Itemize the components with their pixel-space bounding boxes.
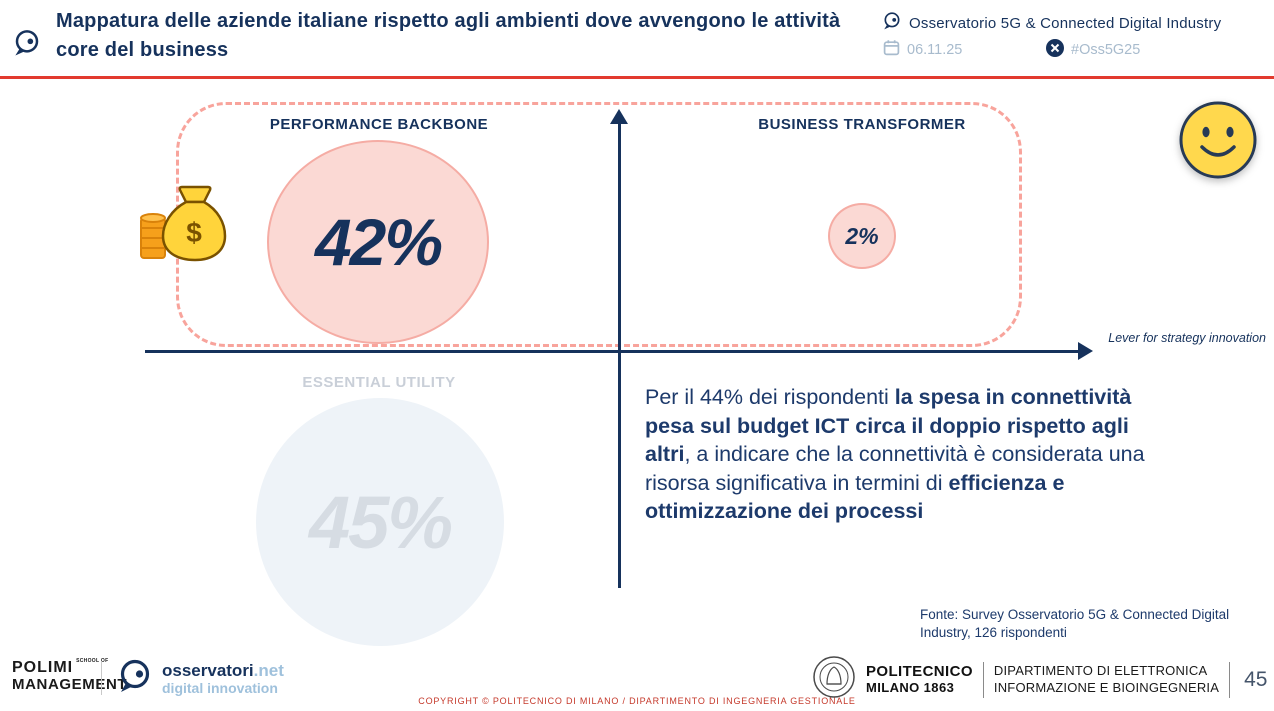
calendar-icon	[883, 39, 900, 60]
department-line1: DIPARTIMENTO DI ELETTRONICA	[993, 662, 1208, 678]
page-number: 45	[1244, 667, 1268, 691]
insight-bold-text: efficienza e ottimizzazione dei processi	[645, 470, 1065, 524]
horizontal-axis	[145, 350, 1079, 353]
bubble-business-transformer: 2%	[828, 203, 896, 269]
observatory-logo-icon	[12, 28, 42, 58]
money-bag-icon: $	[139, 180, 227, 269]
quadrant-label-performance-backbone: PERFORMANCE BACKBONE	[269, 116, 489, 133]
header-divider	[0, 76, 1274, 79]
x-social-icon	[1046, 39, 1064, 61]
slide-title: Mappatura delle aziende italiane rispett…	[56, 10, 841, 61]
osservatori-bubble-icon	[117, 658, 153, 699]
department-line2: INFORMAZIONE E BIOINGEGNERIA	[993, 679, 1220, 695]
copyright-notice: COPYRIGHT © POLITECNICO DI MILANO / DIPA…	[418, 696, 856, 706]
observatory-brand: Osservatorio 5G & Connected Digital Indu…	[882, 11, 1221, 36]
bubble-essential-utility: 45%	[256, 398, 504, 646]
vertical-axis-arrow-icon	[610, 109, 628, 124]
horizontal-axis-arrow-icon	[1078, 342, 1093, 360]
bubble-performance-backbone: 42%	[267, 140, 489, 344]
smiley-face-icon	[1177, 99, 1259, 186]
source-note: Fonte: Survey Osservatorio 5G & Connecte…	[920, 607, 1230, 641]
politecnico-name: POLITECNICO	[866, 663, 973, 681]
social-hashtag: #Oss5G25	[1046, 39, 1140, 61]
osservatori-tagline: digital innovation	[162, 680, 278, 697]
date-label: 06.11.25	[907, 41, 963, 58]
event-date: 06.11.25	[883, 39, 962, 60]
hashtag-label: #Oss5G25	[1071, 42, 1141, 58]
politecnico-sub: MILANO 1863	[866, 679, 955, 695]
svg-text:$: $	[186, 217, 202, 248]
insight-bold-text: la spesa in connettività pesa sul budget…	[645, 385, 1132, 467]
quadrant-label-essential-utility: ESSENTIAL UTILITY	[302, 374, 456, 391]
footer-divider	[101, 661, 102, 695]
observatory-name: Osservatorio 5G & Connected Digital Indu…	[909, 15, 1222, 32]
footer-divider	[982, 661, 984, 698]
polimi-school-of: SCHOOL OF	[76, 658, 109, 664]
bubble-value: 45%	[308, 480, 453, 564]
bubble-value: 42%	[314, 205, 443, 279]
insight-paragraph: Per il 44% dei rispondenti la spesa in c…	[645, 383, 1169, 526]
insight-text: Per il 44% dei rispondenti	[645, 385, 895, 409]
bubble-value: 2%	[845, 222, 879, 249]
quadrant-label-business-transformer: BUSINESS TRANSFORMER	[758, 116, 966, 133]
x-axis-label: Lever for strategy innovation	[1108, 331, 1266, 345]
osservatori-name: osservatori	[162, 660, 254, 680]
polimi-logo: POLIMI SCHOOL OF MANAGEMENT	[12, 658, 128, 693]
insight-text: , a indicare che la connettività è consi…	[645, 442, 1145, 495]
vertical-axis	[618, 124, 621, 588]
politecnico-seal-icon	[812, 655, 856, 704]
polimi-management: MANAGEMENT	[12, 675, 128, 693]
osservatori-logo: osservatori.net digital innovation	[117, 658, 284, 699]
osservatori-net: .net	[253, 660, 284, 680]
politecnico-block: POLITECNICO MILANO 1863 DIPARTIMENTO DI …	[812, 655, 1267, 704]
speech-bubble-icon	[882, 11, 902, 36]
footer-divider	[1229, 661, 1231, 698]
polimi-wordmark: POLIMI	[12, 659, 74, 676]
